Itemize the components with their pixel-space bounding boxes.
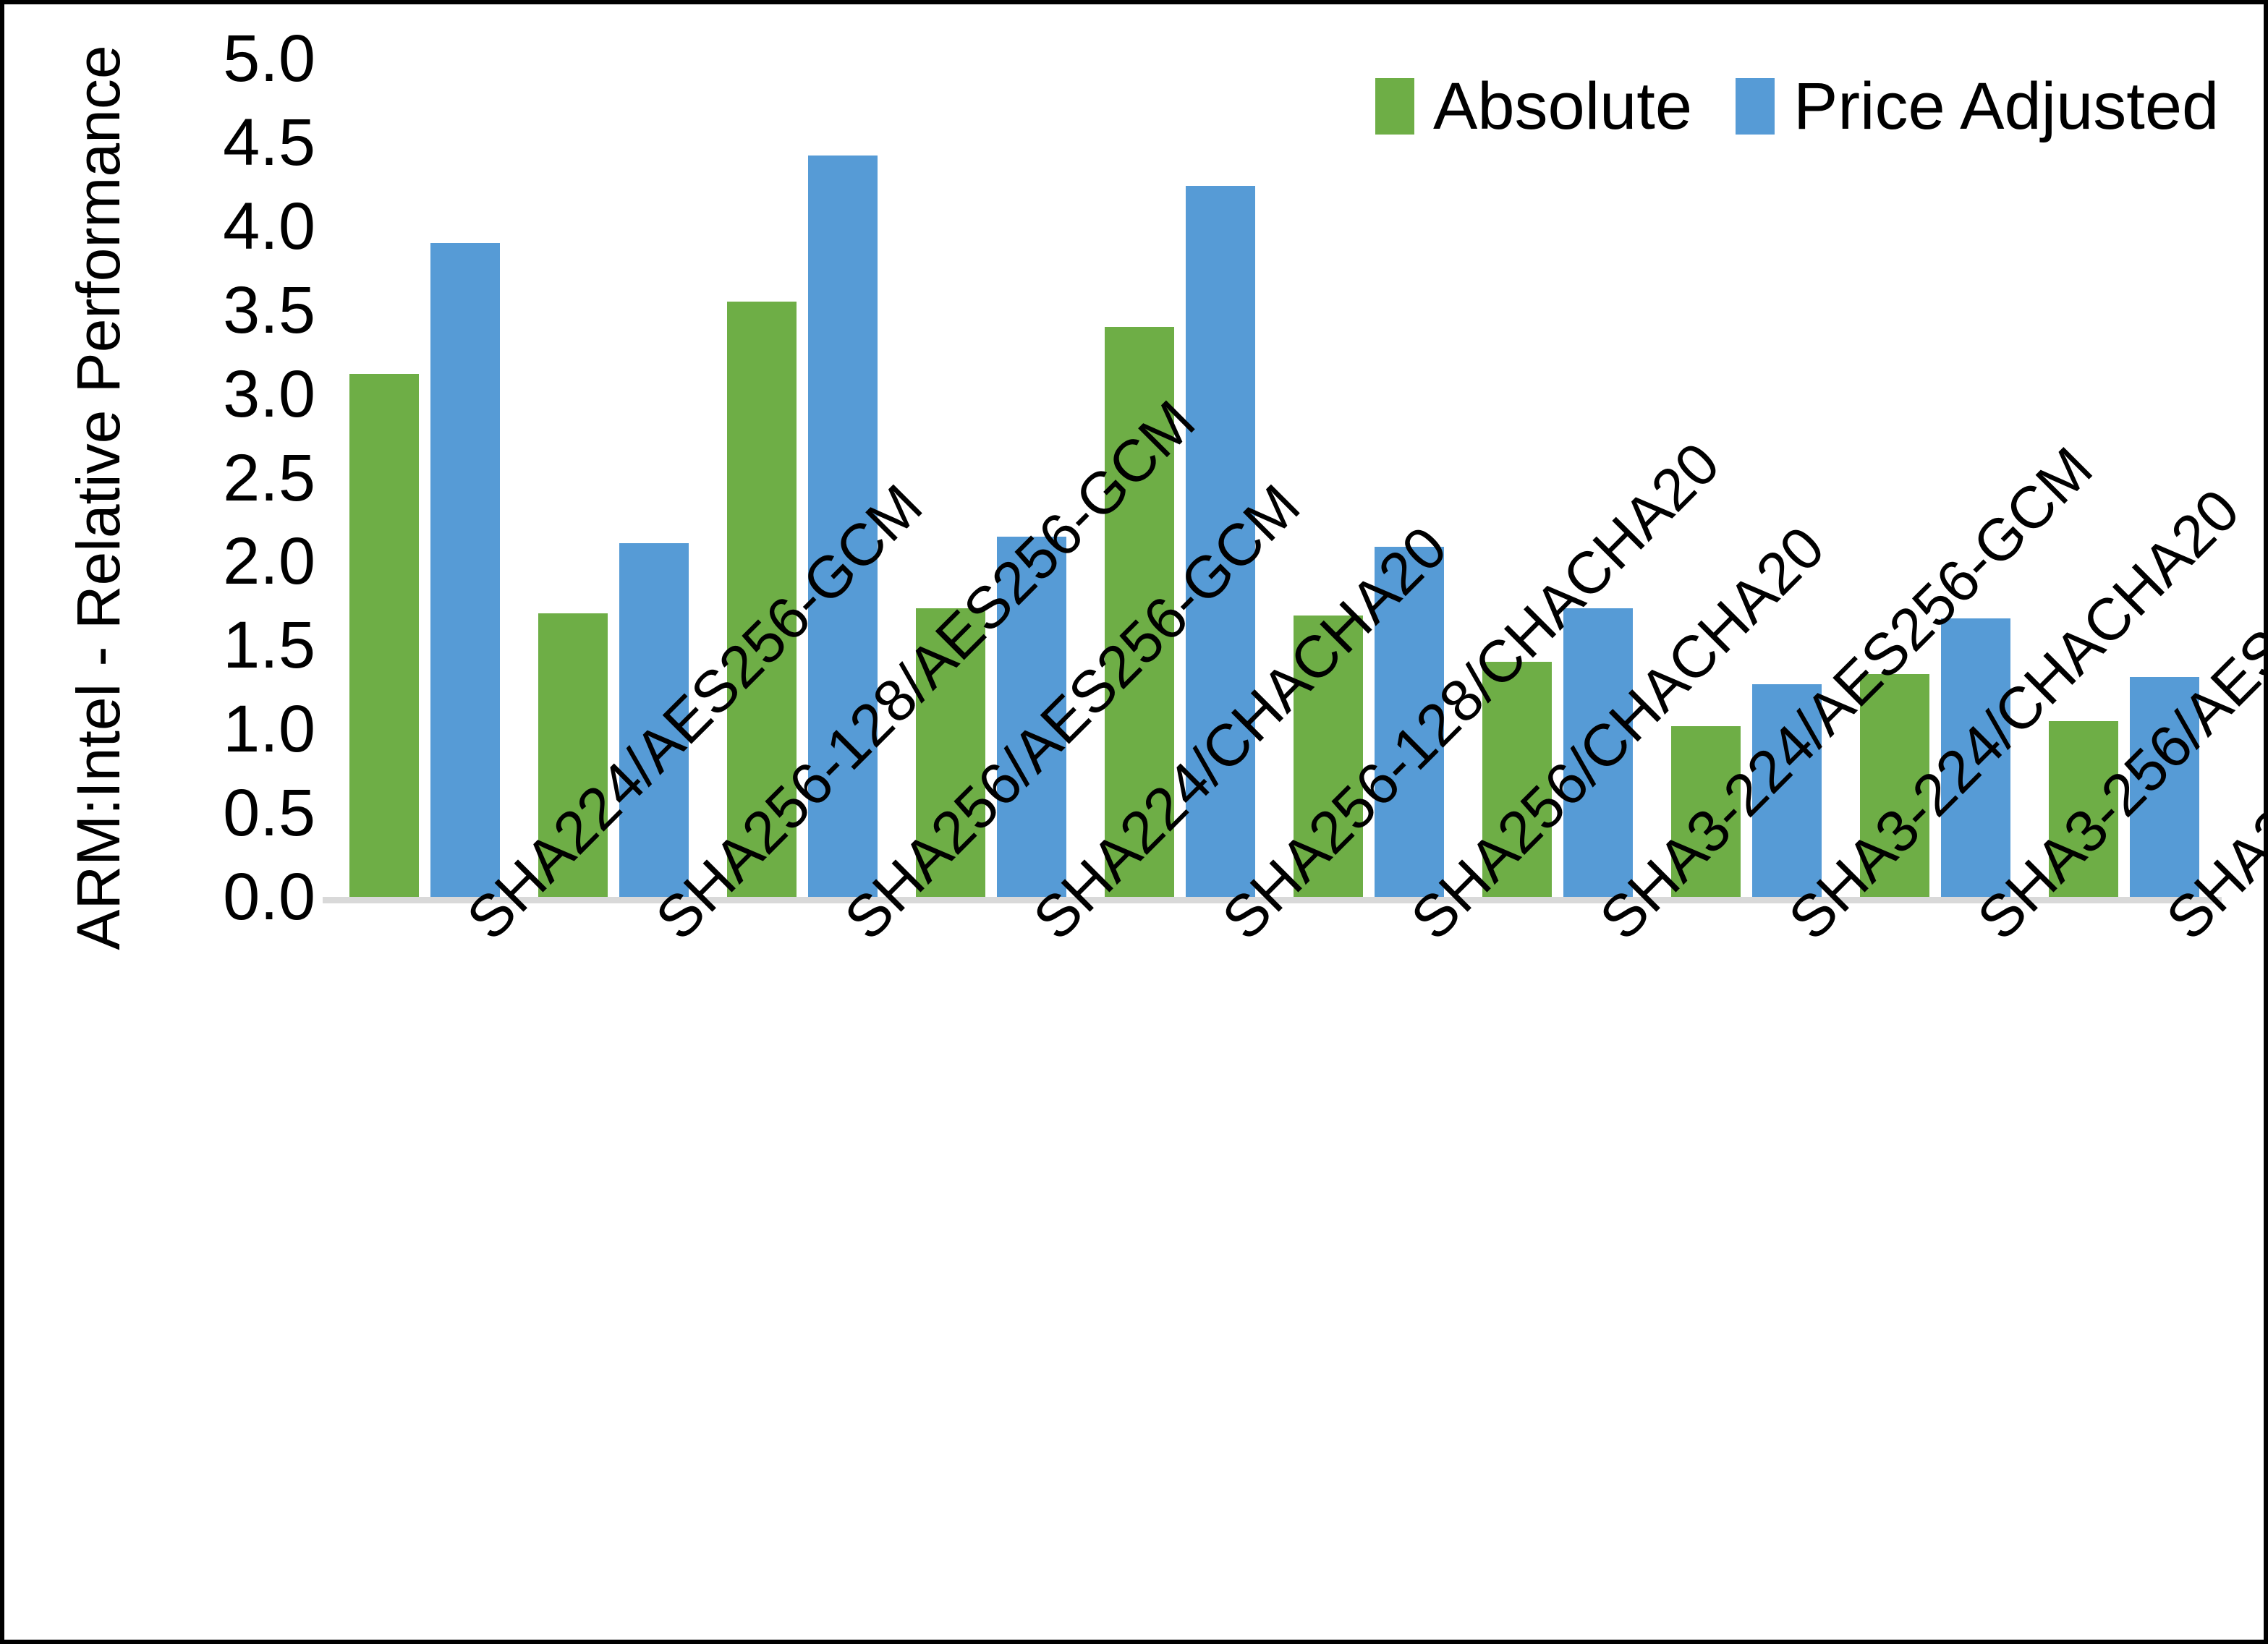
x-axis-tick-labels: SHA224/AES256-GCMSHA256-128/AES256-GCMSH… — [334, 388, 2268, 1502]
bar-group — [1278, 59, 1466, 897]
legend-swatch-icon — [1375, 78, 1414, 135]
x-axis-tick-label: SHA256-128/AES256-GCM — [643, 388, 1207, 953]
x-axis-tick-label: SHA256-128/CHACHA20 — [1209, 430, 1732, 953]
bar-absolute[interactable] — [1671, 725, 1741, 897]
x-axis-tick-label: SHA3-256/AES256-GCM — [1964, 435, 2268, 953]
x-axis-baseline — [323, 897, 2222, 903]
y-axis-tick-label: 5.0 — [223, 22, 315, 95]
legend-label: Absolute — [1433, 69, 1693, 143]
x-axis-tick-label: SHA224/CHACHA20 — [1021, 514, 1459, 953]
legend-item[interactable]: Absolute — [1375, 73, 1692, 140]
y-axis-tick-label: 1.5 — [223, 608, 315, 683]
bar-price-adjusted[interactable] — [430, 242, 500, 897]
bar-absolute[interactable] — [1105, 326, 1174, 897]
bar-price-adjusted[interactable] — [1563, 608, 1633, 897]
x-axis-tick-label: SHA3-256/CHACHA20 — [2153, 477, 2268, 953]
bar-price-adjusted[interactable] — [1375, 546, 1444, 897]
bar-absolute[interactable] — [1294, 615, 1363, 897]
bar-group — [1466, 59, 1655, 897]
bar-absolute[interactable] — [538, 613, 608, 897]
y-axis-tick-label: 2.5 — [223, 440, 315, 515]
plot-area — [323, 59, 2222, 903]
bar-price-adjusted[interactable] — [619, 542, 689, 897]
bar-price-adjusted[interactable] — [1941, 618, 2010, 897]
bar-group — [334, 59, 522, 897]
x-axis-tick-label: SHA224/AES256-GCM — [454, 472, 935, 953]
x-axis-tick-label: SHA3-224/AES256-GCM — [1587, 435, 2105, 953]
bar-group — [1844, 59, 2033, 897]
bar-absolute[interactable] — [2049, 720, 2118, 897]
bar-price-adjusted[interactable] — [1186, 186, 1255, 897]
y-axis-tick-label: 4.0 — [223, 189, 315, 263]
y-axis-tick-label: 4.5 — [223, 105, 315, 179]
x-axis-tick-label: SHA3-224/CHACHA20 — [1775, 477, 2252, 953]
x-axis-tick-label: SHA256/AES256-GCM — [831, 472, 1312, 953]
bar-absolute[interactable] — [349, 373, 419, 897]
bar-price-adjusted[interactable] — [1752, 683, 1822, 897]
bar-group — [2033, 59, 2222, 897]
y-axis-tick-label: 0.5 — [223, 776, 315, 851]
y-axis-tick-label: 0.0 — [223, 860, 315, 934]
bar-price-adjusted[interactable] — [997, 536, 1066, 897]
x-axis-tick-label: SHA256/CHACHA20 — [1398, 514, 1837, 953]
bar-group — [900, 59, 1089, 897]
bar-price-adjusted[interactable] — [2130, 677, 2199, 897]
bar-absolute[interactable] — [1482, 662, 1552, 897]
bar-group — [522, 59, 711, 897]
legend-label: Price Adjusted — [1793, 69, 2220, 143]
y-axis-tick-label: 3.5 — [223, 273, 315, 347]
y-axis-tick-label: 3.0 — [223, 357, 315, 431]
y-axis-tick-labels: 5.0 4.5 4.0 3.5 3.0 2.5 2.0 1.5 1.0 0.5 0.0 — [149, 4, 315, 930]
y-axis-tick-label: 2.0 — [223, 524, 315, 599]
bar-price-adjusted[interactable] — [808, 156, 878, 897]
bar-absolute[interactable] — [727, 302, 797, 897]
y-axis-tick-label: 1.0 — [223, 692, 315, 767]
y-axis-title: ARM:Intel - Relative Performance — [64, 45, 132, 950]
bar-group — [1655, 59, 1844, 897]
bar-group — [1089, 59, 1278, 897]
bar-absolute[interactable] — [916, 608, 985, 897]
bar-group — [711, 59, 900, 897]
chart-legend: Absolute Price Adjusted — [1375, 73, 2219, 140]
bar-absolute[interactable] — [1860, 673, 1929, 897]
legend-item[interactable]: Price Adjusted — [1736, 73, 2219, 140]
legend-swatch-icon — [1736, 78, 1775, 135]
